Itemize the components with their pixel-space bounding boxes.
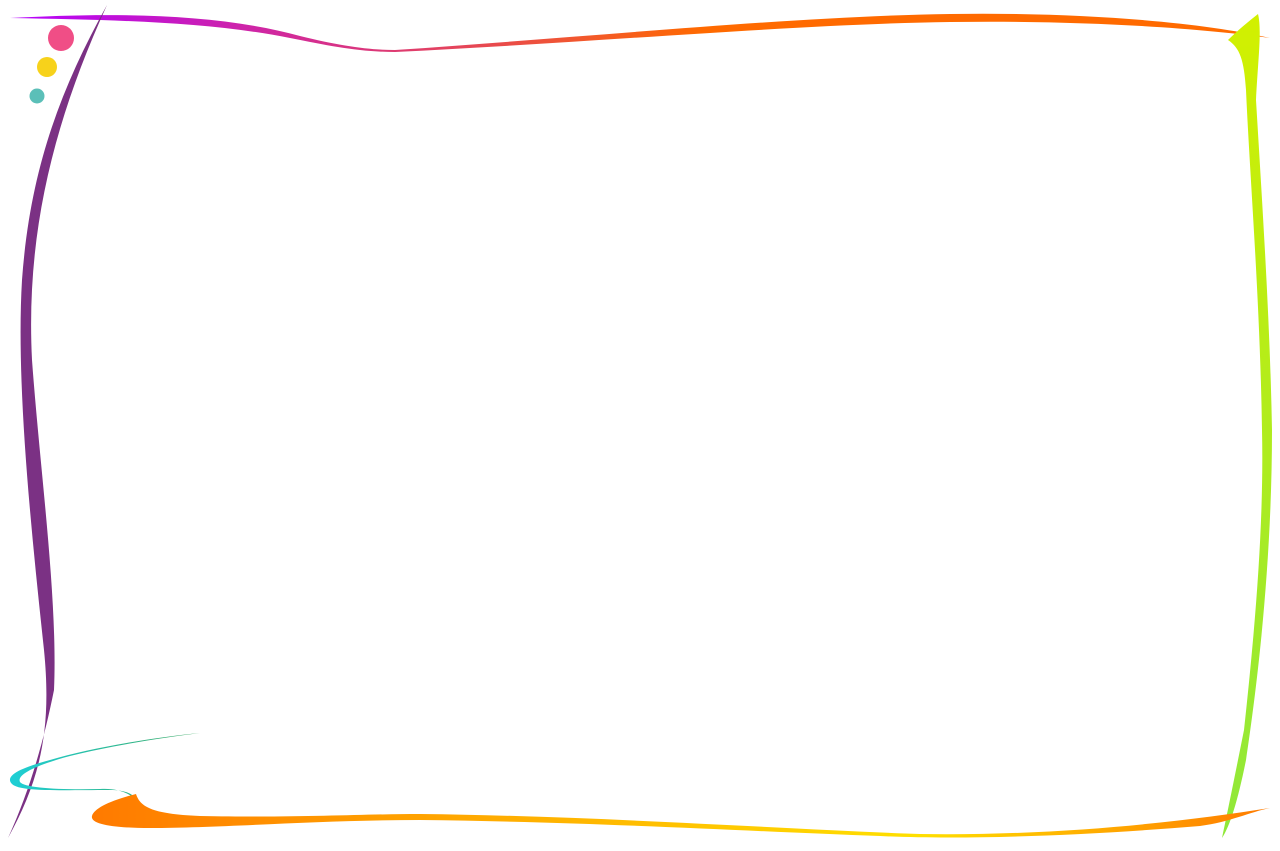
right-ribbon-stroke [1222,14,1272,838]
bottom-ribbon-stroke [91,794,1271,838]
bottom-swirl-stroke [9,733,200,800]
yellow-dot [37,57,57,77]
teal-dot [29,88,45,104]
pink-dot [48,25,74,51]
top-ribbon-stroke [10,13,1270,52]
left-ribbon-stroke [8,5,107,838]
